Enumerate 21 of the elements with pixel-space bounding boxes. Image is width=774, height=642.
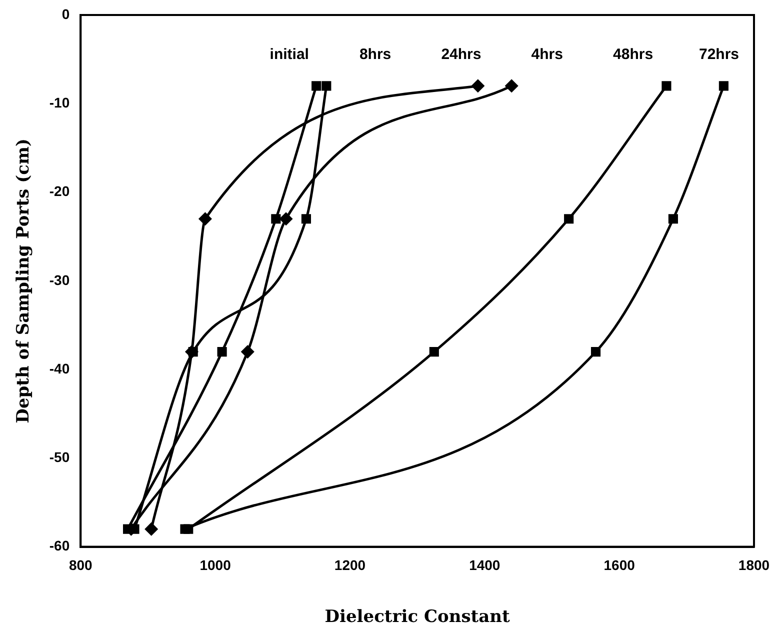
series-label: 48hrs <box>613 46 654 64</box>
x-tick-label: 1200 <box>334 557 366 574</box>
y-tick-label: -20 <box>49 183 70 200</box>
x-tick-label: 1400 <box>469 557 500 574</box>
y-tick-label: -10 <box>49 94 70 110</box>
series-label: 4hrs <box>531 46 563 64</box>
x-tick-label: 1000 <box>200 557 232 574</box>
y-tick-label: -40 <box>49 360 70 376</box>
text: 8hrs <box>359 46 392 64</box>
x-tick-label: 1800 <box>738 557 770 574</box>
y-tick-label: 0 <box>62 6 70 22</box>
text: 24hrs <box>441 46 482 64</box>
y-tick-label: -60 <box>49 538 70 554</box>
series-label: 72hrs <box>698 46 740 64</box>
x-axis-title: Dielectric Constant <box>324 607 510 628</box>
x-tick-label: 800 <box>68 557 93 574</box>
x-tick-label: 1600 <box>604 557 636 574</box>
y-axis-title: Depth of Sampling Ports (cm) <box>14 138 34 424</box>
y-tick-label: -30 <box>49 272 70 288</box>
text: initial <box>270 46 309 64</box>
y-tick-label: -50 <box>49 449 70 466</box>
